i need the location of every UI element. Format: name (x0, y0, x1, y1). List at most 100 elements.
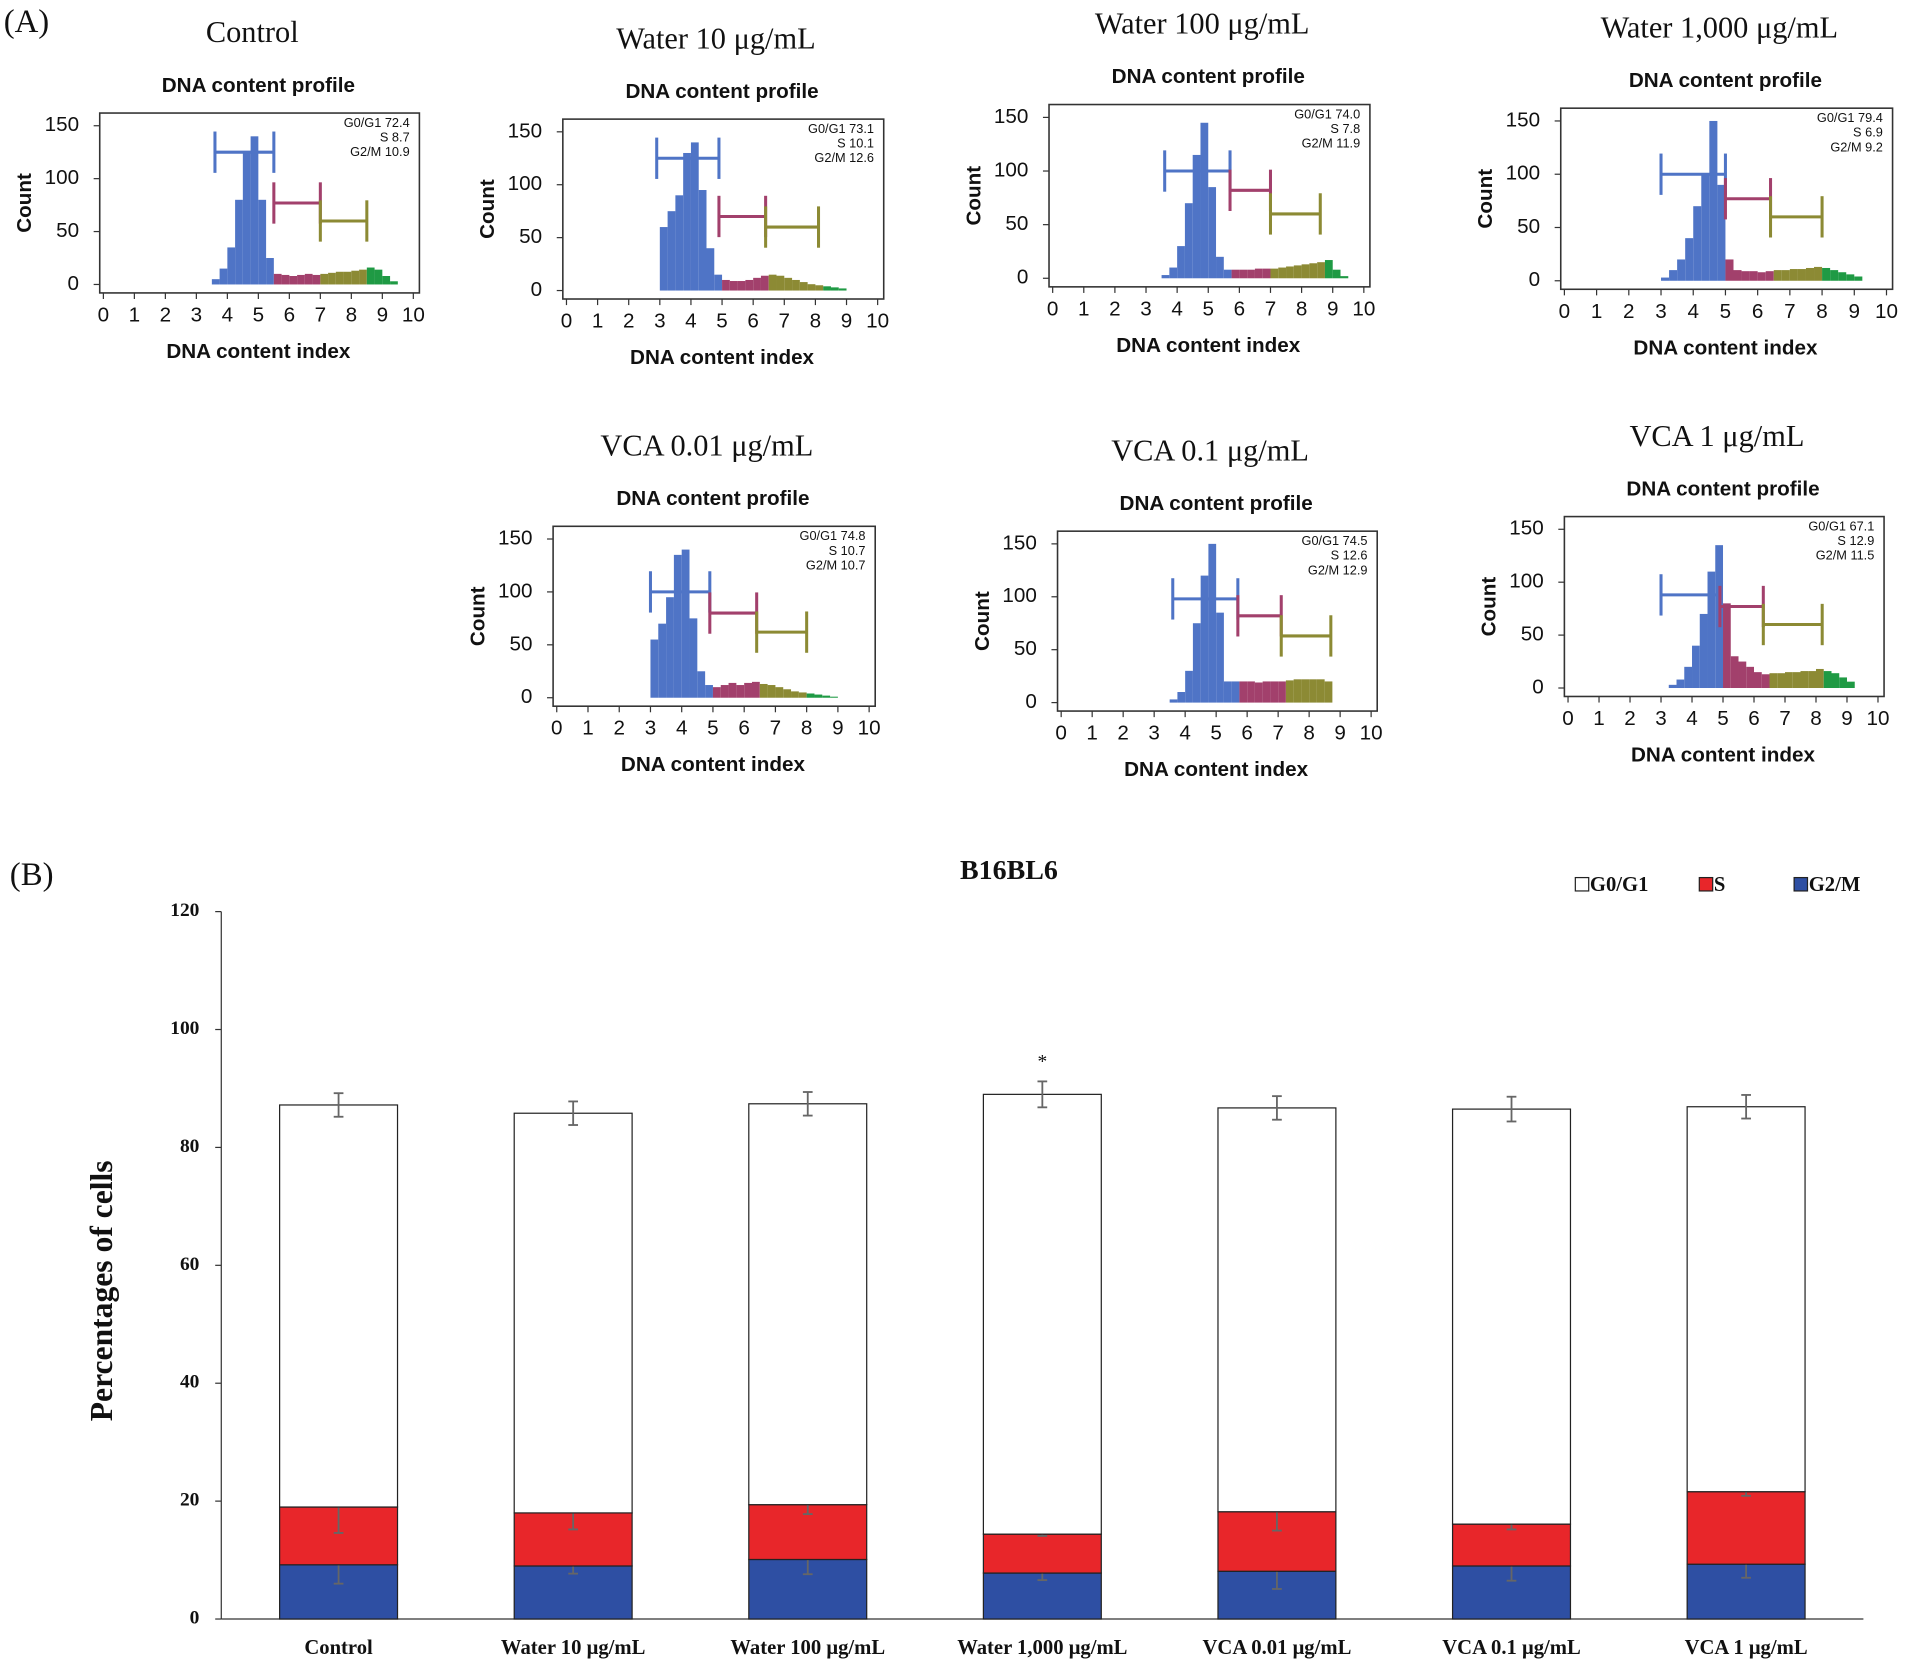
y-tick-label: 0 (1017, 266, 1029, 289)
error-bar (1037, 1080, 1048, 1109)
histogram-bar (1223, 681, 1232, 703)
error-bar (1741, 1094, 1751, 1120)
histogram-bar (1340, 276, 1349, 279)
phase-name: G2/M (814, 151, 845, 166)
histogram-bar (1184, 203, 1193, 279)
bar-segment (1686, 1491, 1806, 1565)
phase-value: 8.7 (392, 130, 410, 145)
phase-value: 73.1 (849, 121, 874, 136)
phase-stat: G0/G1 79.4 (1817, 110, 1883, 125)
histogram-bar (698, 190, 707, 291)
histogram-bar (1216, 256, 1224, 279)
phase-value: 12.6 (1343, 548, 1368, 563)
histogram-bar (658, 623, 667, 698)
x-tick-label: 3 (1148, 722, 1160, 745)
histogram-subtitle: DNA content profile (625, 80, 818, 103)
histogram-bar (1838, 272, 1847, 281)
phase-name: G2/M (1816, 548, 1847, 563)
histogram-bar (714, 274, 723, 291)
histogram-bar (382, 276, 391, 285)
histogram-bar (343, 271, 352, 285)
x-tick-label: 8 (1810, 707, 1822, 730)
bar-segment (1686, 1106, 1806, 1493)
y-tick-label: 0 (521, 685, 533, 708)
y-tick-label: 100 (170, 1018, 199, 1039)
histogram-bar (320, 273, 329, 285)
gate (1279, 615, 1333, 657)
phase-name: G2/M (1302, 136, 1333, 151)
histogram-bar (667, 211, 676, 291)
phase-stat: S 6.9 (1853, 125, 1883, 140)
histogram-bar (281, 274, 290, 285)
x-tick-label: 3 (191, 303, 203, 326)
phase-value: 11.9 (1336, 136, 1360, 151)
histogram-bar (219, 268, 228, 285)
phase-value: 10.7 (841, 543, 866, 558)
histogram-bar (1239, 269, 1248, 279)
x-tick-label: 6 (1748, 707, 1760, 730)
histogram-bar (258, 199, 267, 285)
histogram-bar (706, 248, 715, 291)
phase-name: S (1853, 125, 1862, 140)
x-tick-label: 8 (810, 310, 822, 333)
plot-frame (1056, 530, 1378, 712)
y-tick-label: 50 (519, 225, 542, 248)
y-tick-label: 0 (531, 278, 543, 301)
histogram-bar (681, 549, 690, 698)
histogram-bar (1822, 267, 1831, 281)
histogram-subtitle: DNA content profile (1112, 65, 1305, 88)
x-tick-label: 6 (1241, 722, 1252, 745)
histogram-bar (673, 554, 682, 698)
phase-value: 10.9 (385, 145, 410, 160)
y-tick-label: 100 (1002, 584, 1036, 607)
x-tick-label: 8 (1816, 300, 1828, 323)
x-tick-label: 5 (716, 310, 728, 333)
plot-frame (98, 112, 421, 294)
histogram-bar (690, 142, 699, 291)
histogram-bar (760, 275, 769, 291)
histogram-bar (1192, 154, 1201, 279)
x-tick-label: Water 100 μg/mL (730, 1637, 885, 1659)
gate (1236, 595, 1283, 637)
histogram-bar (822, 695, 831, 698)
legend-label: G2/M (1809, 874, 1861, 896)
histogram-bar (720, 685, 729, 698)
x-tick-label: 4 (676, 717, 688, 740)
y-axis-label: Count (13, 173, 36, 233)
x-axis-label: DNA content index (630, 346, 815, 369)
histogram-bar (1773, 270, 1782, 281)
x-tick-label: 0 (1047, 297, 1059, 320)
phase-name: G0/G1 (808, 121, 846, 136)
histogram-subtitle: DNA content profile (162, 74, 355, 97)
histogram-bar (312, 274, 321, 285)
histogram-bar (1231, 269, 1240, 279)
x-axis-label: DNA content index (166, 340, 351, 363)
phase-name: G0/G1 (1808, 519, 1846, 534)
y-tick-label: 150 (1506, 108, 1540, 131)
histogram-bar (1761, 674, 1770, 689)
y-tick-label: 0 (190, 1607, 200, 1628)
gate (655, 137, 721, 179)
legend-swatch (1793, 876, 1809, 892)
histogram-title: Control (206, 15, 299, 49)
x-tick-label: 9 (1849, 300, 1861, 323)
histogram-bar (266, 258, 274, 285)
phase-value: 67.1 (1850, 519, 1875, 534)
bar-segment (748, 1103, 868, 1506)
x-tick-label: Water 1,000 μg/mL (957, 1637, 1127, 1659)
legend-label: G0/G1 (1590, 874, 1649, 896)
histogram-bar (1200, 122, 1209, 279)
bar-segment (1451, 1108, 1572, 1525)
x-tick-label: 4 (1687, 300, 1699, 323)
histogram-bar (1286, 266, 1294, 279)
y-tick-label: 100 (508, 172, 542, 195)
histogram-bar (784, 277, 793, 291)
x-tick-label: 2 (1109, 297, 1121, 320)
histogram-bar (1278, 681, 1286, 703)
phase-stat: G0/G1 67.1 (1808, 519, 1874, 534)
gate (1761, 603, 1824, 646)
y-tick-label: 60 (180, 1254, 199, 1275)
x-tick-label: 3 (1140, 297, 1152, 320)
histogram-bar (783, 689, 792, 698)
